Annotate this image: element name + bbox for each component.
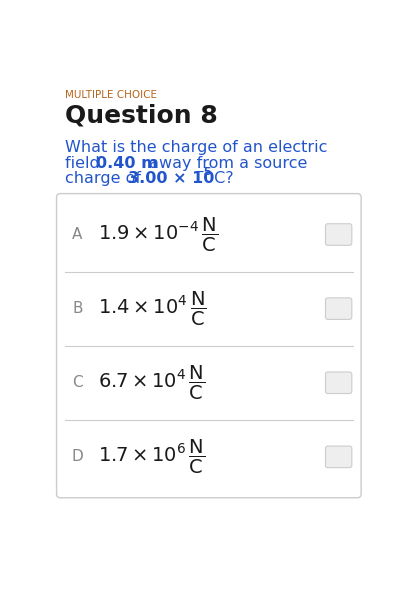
FancyBboxPatch shape: [326, 298, 352, 319]
FancyBboxPatch shape: [326, 446, 352, 468]
Text: Question 8: Question 8: [65, 104, 218, 127]
Text: charge of: charge of: [65, 171, 146, 186]
Text: C?: C?: [209, 171, 233, 186]
FancyBboxPatch shape: [326, 372, 352, 393]
FancyBboxPatch shape: [56, 193, 361, 498]
Text: away from a source: away from a source: [144, 156, 307, 171]
Text: $1.4\times10^{4}\,\dfrac{\mathrm{N}}{\mathrm{C}}$: $1.4\times10^{4}\,\dfrac{\mathrm{N}}{\ma…: [98, 290, 207, 328]
Text: C: C: [72, 375, 83, 390]
Text: $6.7\times10^{4}\,\dfrac{\mathrm{N}}{\mathrm{C}}$: $6.7\times10^{4}\,\dfrac{\mathrm{N}}{\ma…: [98, 364, 205, 402]
Text: −5: −5: [195, 167, 213, 178]
Text: A: A: [72, 227, 83, 242]
Text: MULTIPLE CHOICE: MULTIPLE CHOICE: [65, 90, 157, 99]
Text: 3.00 × 10: 3.00 × 10: [128, 171, 214, 186]
Text: D: D: [72, 450, 83, 464]
Text: 0.40 m: 0.40 m: [96, 156, 158, 171]
FancyBboxPatch shape: [326, 224, 352, 245]
Text: What is the charge of an electric: What is the charge of an electric: [65, 141, 328, 156]
Text: field: field: [65, 156, 105, 171]
Text: $1.9\times10^{-4}\,\dfrac{\mathrm{N}}{\mathrm{C}}$: $1.9\times10^{-4}\,\dfrac{\mathrm{N}}{\m…: [98, 216, 218, 253]
Text: B: B: [72, 301, 83, 316]
Text: $1.7\times10^{6}\,\dfrac{\mathrm{N}}{\mathrm{C}}$: $1.7\times10^{6}\,\dfrac{\mathrm{N}}{\ma…: [98, 438, 205, 476]
